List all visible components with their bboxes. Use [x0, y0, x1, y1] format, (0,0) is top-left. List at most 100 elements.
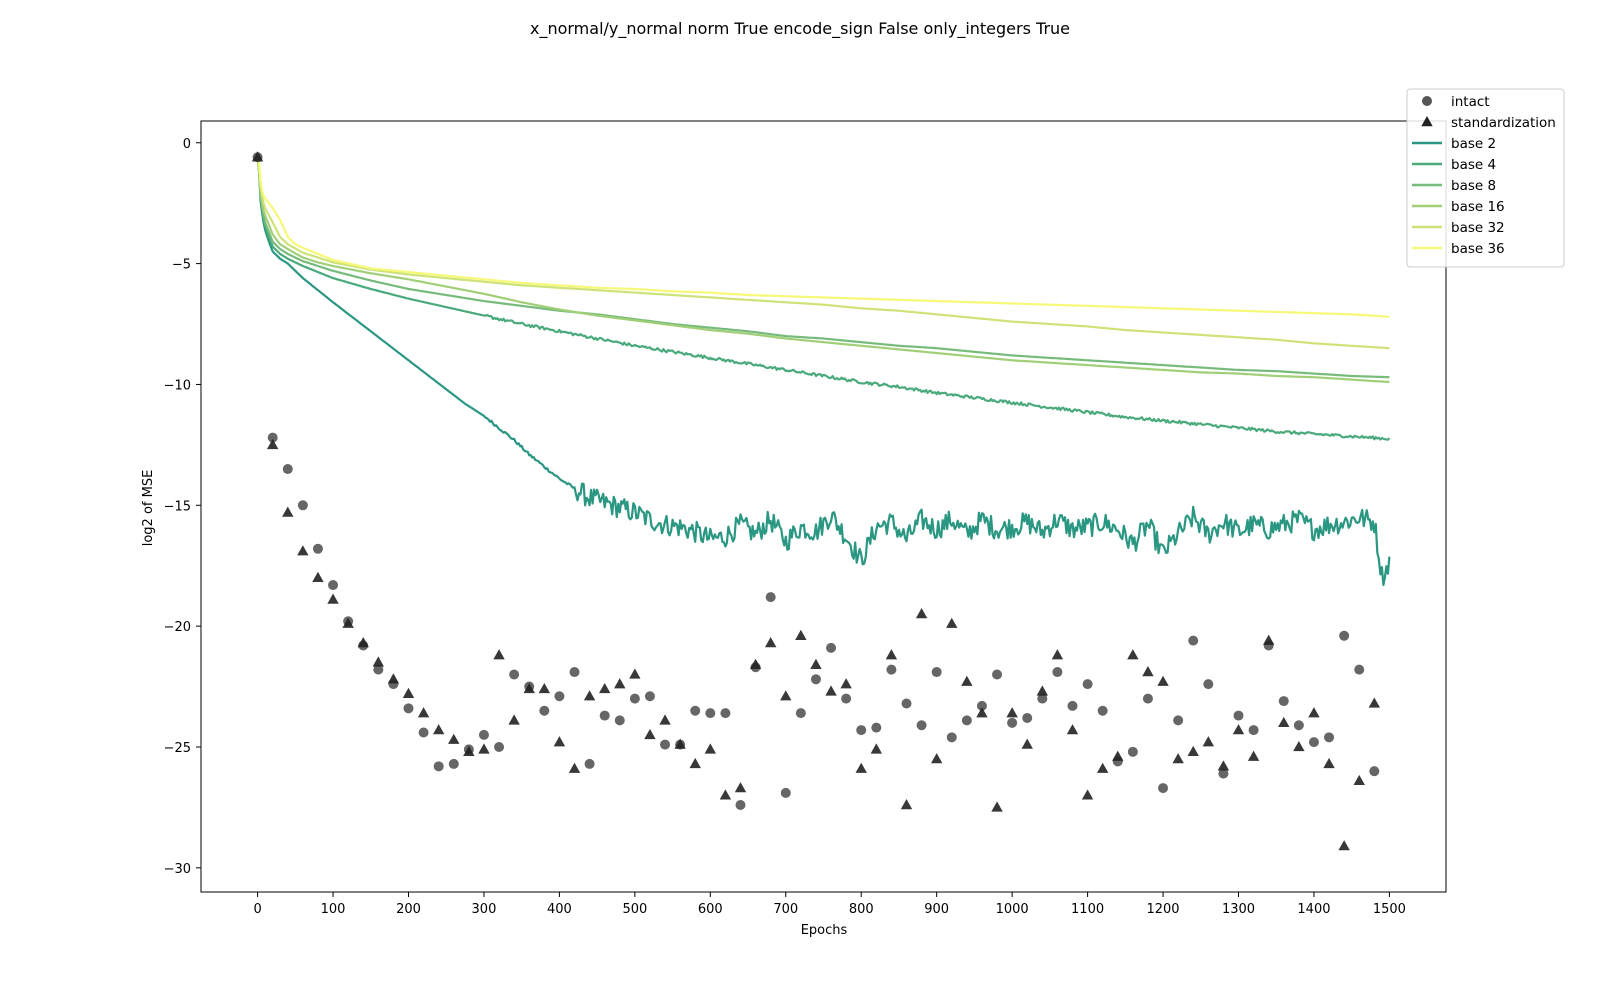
scatter-point-standardization	[266, 438, 279, 450]
scatter-point-standardization	[825, 685, 837, 696]
scatter-point-intact	[569, 667, 580, 678]
scatter-point-standardization	[840, 678, 852, 689]
scatter-point-intact	[312, 543, 323, 554]
legend-label: base 32	[1451, 220, 1505, 236]
line-series-base-8	[256, 157, 1390, 379]
scatter-point-intact	[1007, 717, 1018, 728]
scatter-point-intact	[720, 708, 731, 719]
scatter-point-standardization	[1232, 724, 1245, 735]
scatter-point-intact	[418, 727, 429, 738]
scatter-point-intact	[373, 664, 384, 675]
scatter-point-standardization	[478, 743, 490, 754]
scatter-point-standardization	[568, 762, 581, 773]
scatter-point-standardization	[1187, 745, 1199, 757]
scatter-point-intact	[1052, 667, 1063, 678]
scatter-point-intact	[539, 705, 550, 716]
scatter-point-intact	[1354, 664, 1365, 675]
x-tick-label: 1100	[1071, 902, 1104, 917]
scatter-point-standardization	[930, 753, 943, 764]
scatter-point-intact	[644, 691, 655, 702]
scatter-point-intact	[614, 715, 625, 726]
chart-title: x_normal/y_normal norm True encode_sign …	[530, 19, 1070, 39]
scatter-point-intact	[1293, 720, 1304, 731]
scatter-point-standardization	[1202, 736, 1215, 747]
scatter-point-standardization	[1096, 762, 1109, 773]
y-tick-label: −25	[164, 741, 191, 756]
scatter-point-intact	[1324, 732, 1335, 743]
scatter-point-standardization	[689, 757, 701, 769]
scatter-point-intact	[780, 787, 791, 798]
scatter-point-intact	[448, 758, 459, 769]
x-tick-label: 800	[849, 902, 874, 917]
y-tick-label: −10	[164, 378, 191, 393]
scatter-point-standardization	[251, 151, 264, 162]
scatter-point-standardization	[1081, 789, 1094, 800]
scatter-point-standardization	[1338, 840, 1350, 851]
scatter-point-intact	[1127, 746, 1138, 757]
scatter-point-standardization	[1368, 697, 1381, 708]
line-series-base-16	[256, 157, 1390, 384]
scatter-point-intact	[328, 580, 339, 591]
scatter-point-intact	[1248, 725, 1259, 736]
scatter-point-standardization	[1021, 738, 1033, 749]
scatter-point-standardization	[629, 668, 641, 679]
scatter-point-intact	[992, 669, 1003, 680]
scatter-point-intact	[690, 705, 701, 716]
scatter-point-intact	[1369, 766, 1380, 777]
x-tick-label: 400	[547, 902, 572, 917]
y-tick-label: −5	[172, 258, 191, 273]
scatter-point-intact	[1308, 737, 1319, 748]
scatter-point-standardization	[282, 506, 294, 517]
scatter-point-standardization	[780, 690, 792, 701]
scatter-point-standardization	[1247, 750, 1260, 761]
scatter-point-standardization	[659, 714, 671, 725]
scatter-point-standardization	[900, 798, 913, 810]
scatter-point-intact	[599, 710, 610, 721]
scatter-point-standardization	[1127, 649, 1139, 660]
scatter-point-standardization	[1036, 685, 1049, 696]
scatter-point-standardization	[297, 545, 309, 556]
scatter-point-intact	[1037, 693, 1048, 704]
scatter-point-standardization	[538, 682, 551, 694]
x-tick-label: 700	[773, 902, 798, 917]
scatter-point-standardization	[402, 687, 415, 699]
scatter-point-standardization	[312, 571, 324, 582]
scatter-point-intact	[1067, 700, 1078, 711]
scatter-point-standardization	[674, 738, 686, 749]
legend: intact standardization base 2 base 4 base 8 b…	[1406, 88, 1565, 268]
scatter-point-standardization	[1172, 753, 1184, 764]
scatter-point-standardization	[1262, 634, 1275, 645]
scatter-point-intact	[1158, 783, 1169, 794]
scatter-point-intact	[1233, 710, 1244, 721]
scatter-point-standardization	[523, 682, 535, 694]
scatter-point-standardization	[614, 678, 626, 689]
x-tick-label: 200	[396, 902, 421, 917]
scatter-point-standardization	[342, 617, 354, 628]
scatter-point-intact	[1142, 693, 1153, 704]
x-tick-label: 1300	[1222, 902, 1255, 917]
legend-label: base 2	[1451, 136, 1496, 152]
scatter-point-intact	[705, 708, 716, 719]
x-tick-label: 1200	[1146, 902, 1179, 917]
scatter-point-standardization	[1066, 724, 1079, 735]
scatter-point-standardization	[417, 707, 430, 718]
legend-marker-intact	[1422, 96, 1432, 106]
line-series-base-4	[256, 157, 1391, 441]
x-tick-label: 1400	[1297, 902, 1330, 917]
scatter-point-standardization	[463, 745, 475, 757]
scatter-point-standardization	[1217, 760, 1230, 771]
scatter-point-standardization	[327, 593, 339, 604]
scatter-point-intact	[976, 700, 987, 711]
scatter-point-intact	[946, 732, 957, 743]
x-axis-label: Epochs	[801, 923, 848, 938]
scatter-point-standardization	[946, 617, 958, 628]
scatter-point-standardization	[1353, 774, 1365, 786]
scatter-point-standardization	[870, 743, 883, 754]
scatter-point-intact	[554, 691, 565, 702]
scatter-point-standardization	[387, 673, 400, 684]
scatter-point-standardization	[448, 733, 460, 744]
scatter-point-intact	[765, 592, 776, 603]
x-tick-label: 1500	[1373, 902, 1406, 917]
